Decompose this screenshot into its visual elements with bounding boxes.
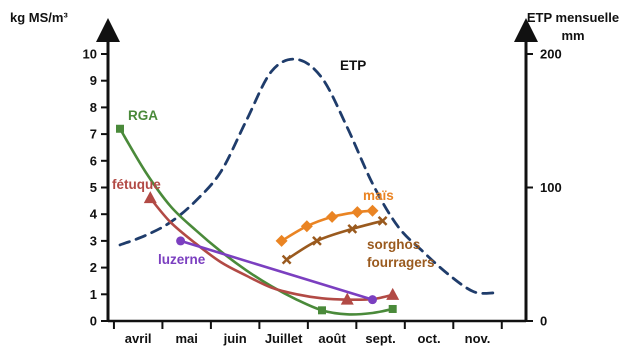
x-axis: avril mai juin Juillet août sept. oct. nov. (108, 319, 526, 346)
series-sorghos-fourragers-marker (312, 236, 322, 246)
left-y-ticks: 0 1 2 3 4 5 6 7 8 9 10 (83, 47, 108, 329)
left-y-tick-label: 6 (90, 153, 97, 168)
x-tick-label: avril (125, 331, 152, 346)
series-sorghos-fourragers-marker-stroke (347, 224, 358, 234)
x-tick-label: mai (175, 331, 197, 346)
series-sorghos-fourragers-marker-stroke (312, 236, 322, 246)
series-rga-marker (318, 306, 326, 315)
series-label: RGA (128, 108, 158, 123)
series-sorghos-fourragers (281, 215, 388, 265)
series-luzerne-line (179, 239, 374, 301)
right-y-ticks: 0 100 200 (526, 47, 562, 329)
left-y-axis-title: kg MS/m³ (10, 10, 68, 25)
series-label: sorghos (367, 237, 420, 252)
plot-area (116, 57, 496, 316)
series-rga-marker (116, 124, 124, 133)
left-y-tick-label: 7 (90, 127, 97, 142)
series-label: ETP (340, 58, 366, 73)
series-f-tuque-marker (143, 191, 157, 204)
left-y-tick-label: 3 (90, 233, 97, 248)
series-etp (118, 57, 496, 295)
left-y-tick-label: 4 (90, 207, 98, 222)
series-ma-s-marker (366, 204, 379, 217)
series-sorghos-fourragers-marker-stroke (281, 254, 292, 265)
series-rga (116, 124, 397, 316)
series-ma-s-marker (326, 210, 339, 223)
series-sorghos-fourragers-marker-stroke (377, 215, 388, 226)
left-y-tick-label: 5 (90, 180, 97, 195)
series-f-tuque-marker (340, 292, 354, 305)
series-ma-s (275, 204, 379, 247)
x-ticks: avril mai juin Juillet août sept. oct. nov. (112, 321, 503, 346)
left-y-tick-label: 2 (90, 260, 97, 275)
series-luzerne (176, 236, 377, 305)
left-y-axis: 0 1 2 3 4 5 6 7 8 9 10 kg MS/m³ (10, 10, 120, 329)
series-ma-s-marker (351, 206, 364, 219)
series-rga-line (118, 127, 394, 316)
series-f-tuque (143, 191, 400, 305)
series-rga-marker (388, 304, 397, 313)
series-label: fétuque (112, 177, 161, 192)
right-y-tick-label: 0 (540, 314, 547, 329)
series-luzerne-marker (176, 236, 186, 246)
series-f-tuque-line (149, 196, 394, 302)
x-tick-label: juin (223, 331, 247, 346)
left-y-tick-label: 9 (90, 73, 97, 88)
x-tick-label: août (318, 331, 346, 346)
series-f-tuque-marker (386, 287, 400, 300)
left-y-tick-label: 8 (90, 100, 97, 115)
series-ma-s-marker (300, 220, 313, 233)
x-tick-label: sept. (365, 331, 395, 346)
x-tick-label: Juillet (265, 331, 303, 346)
series-sorghos-fourragers-marker (377, 215, 388, 226)
series-ma-s-marker (275, 234, 288, 247)
right-y-tick-label: 100 (540, 180, 562, 195)
right-y-axis-title-line1: ETP mensuelle (527, 10, 619, 25)
left-y-tick-label: 0 (90, 314, 97, 329)
left-y-tick-label: 10 (83, 47, 97, 62)
series-label: fourragers (367, 255, 435, 270)
right-y-tick-label: 200 (540, 47, 562, 62)
series-label: maïs (363, 188, 394, 203)
series-etp-line (118, 57, 496, 295)
right-y-axis-title-line2: mm (561, 28, 584, 43)
x-tick-label: nov. (465, 331, 491, 346)
series-sorghos-fourragers-line (285, 219, 384, 261)
x-tick-label: oct. (417, 331, 440, 346)
series-label: luzerne (158, 252, 206, 267)
series-sorghos-fourragers-marker (347, 224, 358, 234)
series-labels: RGA fétuque luzerne maïs sorghos fourragers ET… (112, 58, 435, 270)
series-sorghos-fourragers-marker (281, 254, 292, 265)
right-y-axis: 0 100 200 ETP mensuelle mm (514, 10, 619, 329)
series-luzerne-marker (368, 295, 377, 305)
left-y-tick-label: 1 (90, 287, 97, 302)
